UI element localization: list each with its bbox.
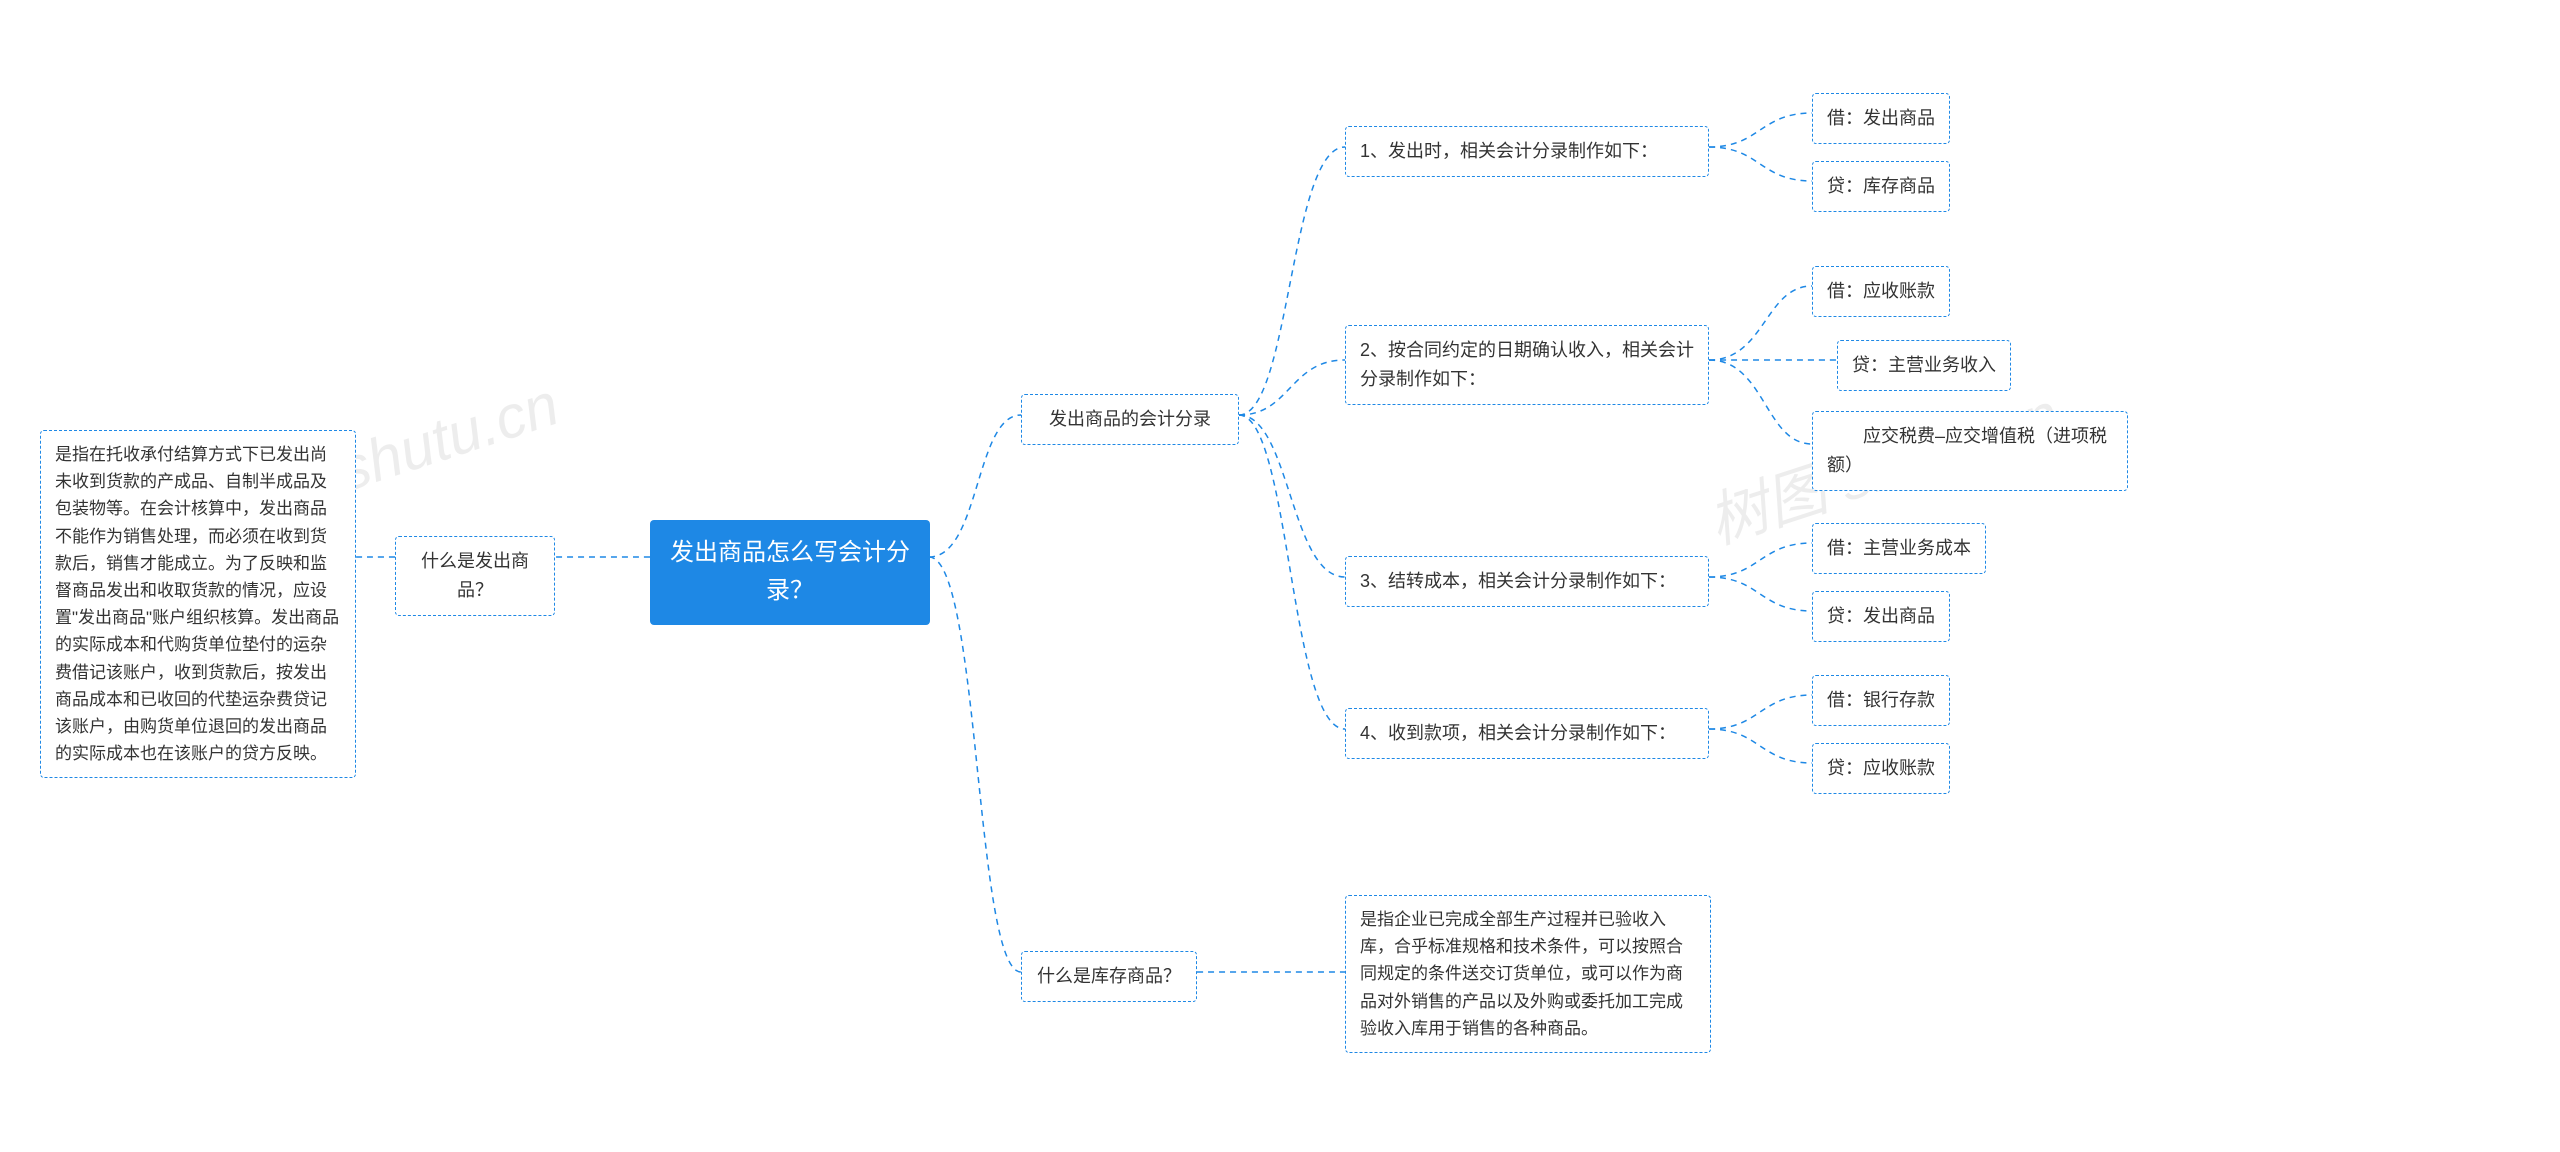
root-node: 发出商品怎么写会计分录？	[650, 520, 930, 625]
step1: 1、发出时，相关会计分录制作如下：	[1345, 126, 1709, 177]
step2-credit: 贷：主营业务收入	[1837, 340, 2011, 391]
right-entries-label: 发出商品的会计分录	[1049, 409, 1211, 429]
right-inventory-desc-text: 是指企业已完成全部生产过程并已验收入库，合乎标准规格和技术条件，可以按照合同规定…	[1360, 910, 1683, 1038]
step1-debit-text: 借：发出商品	[1827, 108, 1935, 128]
root-label: 发出商品怎么写会计分录？	[670, 539, 910, 604]
step3-credit: 贷：发出商品	[1812, 591, 1950, 642]
right-inventory: 什么是库存商品？	[1021, 951, 1197, 1002]
right-entries: 发出商品的会计分录	[1021, 394, 1239, 445]
step1-label: 1、发出时，相关会计分录制作如下：	[1360, 141, 1658, 161]
step1-credit: 贷：库存商品	[1812, 161, 1950, 212]
step2-credit-text: 贷：主营业务收入	[1852, 355, 1996, 375]
left-q1: 什么是发出商品？	[395, 536, 555, 616]
right-inventory-desc: 是指企业已完成全部生产过程并已验收入库，合乎标准规格和技术条件，可以按照合同规定…	[1345, 895, 1711, 1053]
step2-extra-text: 应交税费–应交增值税（进项税额）	[1827, 426, 2107, 475]
step3-debit: 借：主营业务成本	[1812, 523, 1986, 574]
step1-debit: 借：发出商品	[1812, 93, 1950, 144]
step4-debit: 借：银行存款	[1812, 675, 1950, 726]
left-q1-desc-text: 是指在托收承付结算方式下已发出尚未收到货款的产成品、自制半成品及包装物等。在会计…	[55, 445, 339, 763]
step4-label: 4、收到款项，相关会计分录制作如下：	[1360, 723, 1676, 743]
step1-credit-text: 贷：库存商品	[1827, 176, 1935, 196]
step2-extra: 应交税费–应交增值税（进项税额）	[1812, 411, 2128, 491]
connectors-svg	[0, 0, 2560, 1152]
right-inventory-label: 什么是库存商品？	[1037, 966, 1181, 986]
step4-debit-text: 借：银行存款	[1827, 690, 1935, 710]
step3-credit-text: 贷：发出商品	[1827, 606, 1935, 626]
step3-debit-text: 借：主营业务成本	[1827, 538, 1971, 558]
step3-label: 3、结转成本，相关会计分录制作如下：	[1360, 571, 1676, 591]
step2: 2、按合同约定的日期确认收入，相关会计分录制作如下：	[1345, 325, 1709, 405]
left-q1-desc: 是指在托收承付结算方式下已发出尚未收到货款的产成品、自制半成品及包装物等。在会计…	[40, 430, 356, 778]
left-q1-label: 什么是发出商品？	[421, 551, 529, 600]
step2-label: 2、按合同约定的日期确认收入，相关会计分录制作如下：	[1360, 340, 1694, 389]
step2-debit: 借：应收账款	[1812, 266, 1950, 317]
step4-credit-text: 贷：应收账款	[1827, 758, 1935, 778]
step3: 3、结转成本，相关会计分录制作如下：	[1345, 556, 1709, 607]
step4: 4、收到款项，相关会计分录制作如下：	[1345, 708, 1709, 759]
step2-debit-text: 借：应收账款	[1827, 281, 1935, 301]
step4-credit: 贷：应收账款	[1812, 743, 1950, 794]
